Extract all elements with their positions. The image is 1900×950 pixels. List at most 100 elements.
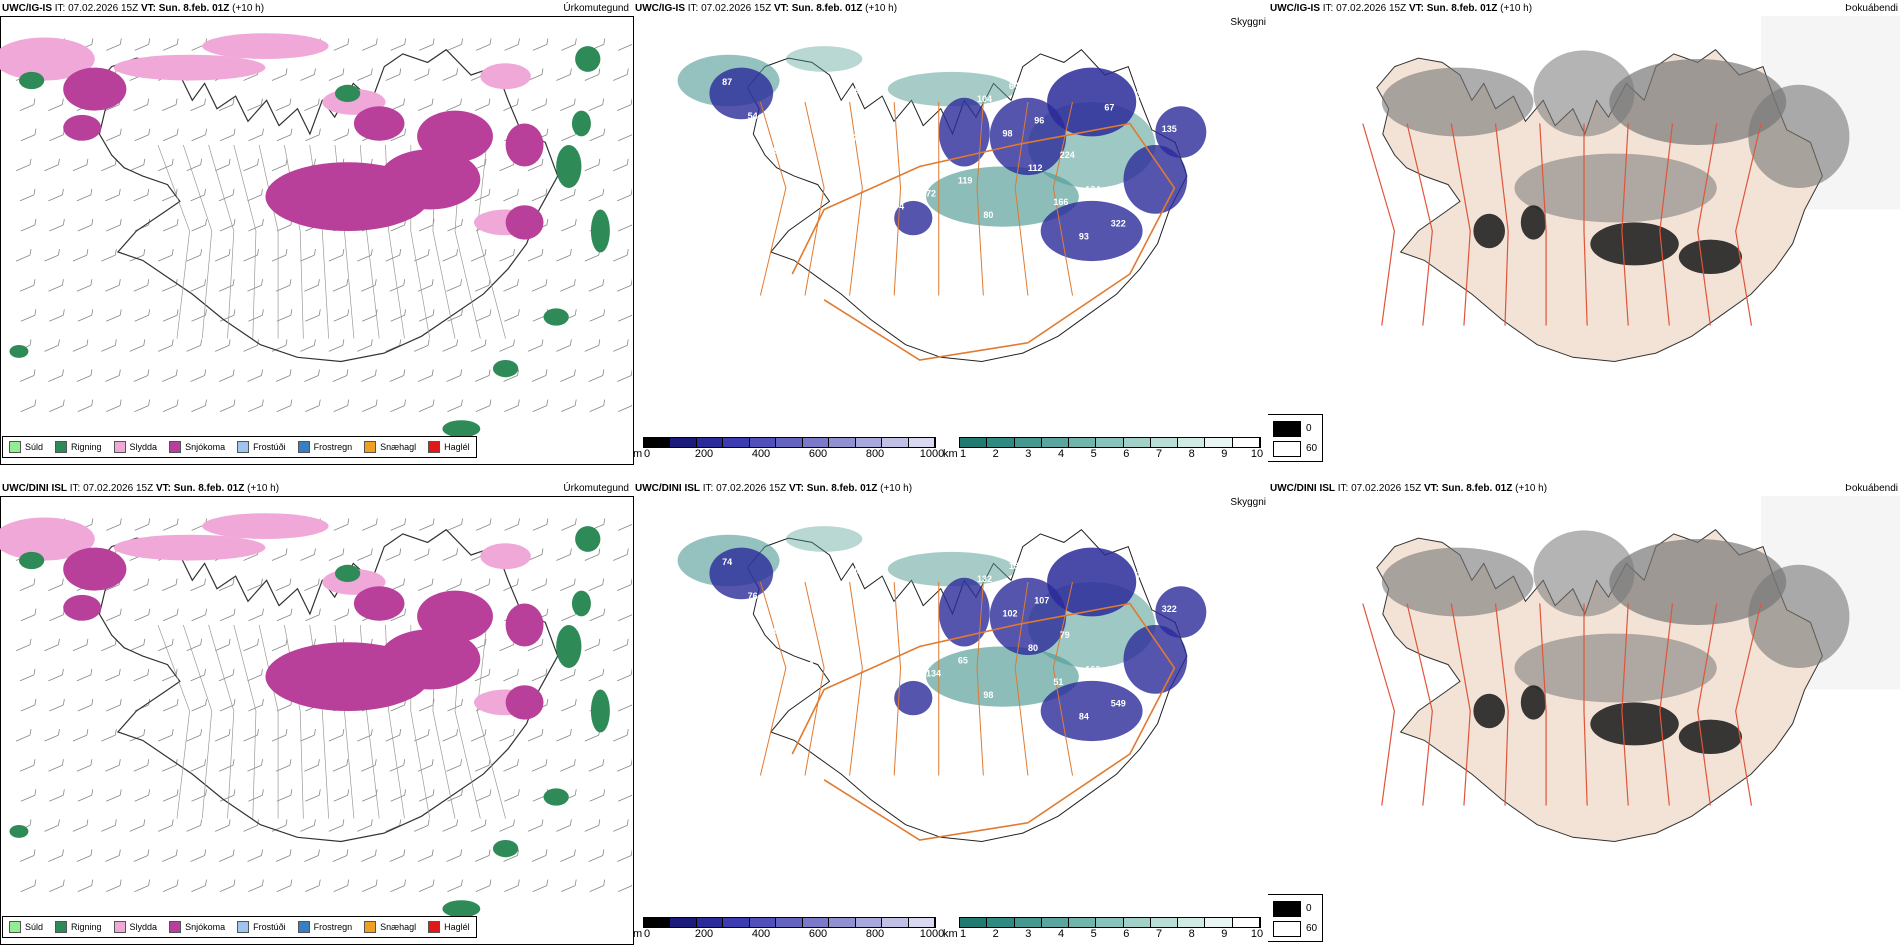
wind-barb-tick [375, 879, 378, 886]
wind-barb-tick [569, 819, 572, 826]
wind-barb-tick [91, 399, 94, 406]
rain-area [442, 420, 481, 438]
wind-barb-tick [432, 879, 435, 886]
panel-title: UWC/IG-IS IT: 07.02.2026 15Z VT: Sun. 8.… [635, 3, 898, 14]
wind-barb [276, 885, 291, 892]
wind-barb [361, 794, 377, 802]
wind-barb-tick [374, 279, 377, 286]
wind-barb-tick [489, 309, 492, 316]
wind-barb [503, 375, 518, 382]
wind-barb [48, 284, 63, 292]
wind-barb [361, 855, 376, 862]
wind-barb [305, 885, 320, 892]
colorbar-cell [749, 918, 777, 927]
visibility-value: 100 [741, 159, 756, 169]
wind-barb [503, 674, 518, 682]
precip-map [0, 513, 632, 918]
wind-barb-tick [175, 98, 178, 105]
wind-barb-tick [626, 729, 629, 736]
visibility-value: 65 [958, 656, 968, 666]
wind-barb-tick [148, 399, 150, 406]
wind-barb-tick [205, 399, 207, 406]
panel-title: UWC/IG-IS IT: 07.02.2026 15Z VT: Sun. 8.… [1270, 3, 1533, 14]
wind-barb [503, 194, 518, 202]
wind-barb-tick [427, 339, 430, 346]
wind-barb [442, 345, 457, 352]
wind-barb [105, 104, 120, 111]
wind-barb [300, 554, 315, 561]
wind-barb-tick [546, 698, 549, 706]
wind-barb-tick [541, 819, 544, 826]
wind-barb [186, 345, 201, 352]
fog-index-area [1514, 153, 1717, 223]
colorbar-tick: 0 [643, 448, 651, 460]
wind-barb-tick [573, 279, 576, 286]
wind-barb [105, 855, 120, 862]
wind-barb-tick [119, 128, 122, 135]
wind-barb-tick [228, 638, 231, 645]
wind-barb [333, 314, 348, 322]
wind-barb [106, 614, 121, 622]
wind-barb-tick [62, 849, 64, 856]
wind-barb [333, 885, 348, 892]
visibility-value: 72 [926, 189, 936, 199]
wind-barb-tick [314, 249, 316, 256]
wind-barb-tick [574, 399, 577, 406]
wind-barb-tick [318, 789, 321, 796]
wind-barb [390, 524, 405, 531]
colorbar-tick: 800 [865, 448, 885, 460]
colorbar-cell [1123, 438, 1151, 447]
wind-barb [76, 674, 91, 682]
ring-road [791, 122, 1176, 361]
wind-barb [499, 825, 514, 832]
wind-barb-tick [175, 578, 178, 585]
wind-barb [527, 734, 543, 742]
rain-area [9, 824, 29, 838]
wind-barb-tick [598, 548, 601, 555]
wind-barb [76, 284, 92, 292]
wind-barb-tick [456, 339, 458, 346]
wind-barb [304, 584, 319, 591]
legend-label: Haglél [444, 922, 470, 932]
visibility-value: 54 [748, 111, 758, 121]
wind-barb-tick [461, 309, 463, 316]
legend-swatch [169, 441, 182, 453]
road [1450, 123, 1471, 326]
rain-area [556, 145, 582, 188]
road [804, 581, 825, 776]
fog-index-area [1748, 564, 1850, 668]
road [1014, 101, 1029, 296]
wind-barb [19, 104, 35, 111]
wind-barb [390, 405, 405, 412]
legend-item: Frostregn [297, 921, 352, 933]
wind-barb-tick [90, 188, 93, 195]
road [849, 581, 863, 776]
visibility-value: 96 [1034, 116, 1044, 126]
wind-barb [134, 524, 149, 531]
wind-barb-tick [204, 668, 206, 675]
wind-barb [499, 345, 514, 352]
wind-barb-tick [431, 759, 434, 766]
legend-swatch [297, 441, 310, 453]
wind-barb-tick [399, 339, 402, 346]
wind-barb-tick [204, 369, 207, 376]
wind-barb [357, 345, 372, 352]
wind-barb-tick [86, 158, 89, 165]
wind-barb [133, 674, 148, 682]
colorbar-tick: 8 [1188, 928, 1195, 940]
wind-barb-tick [603, 309, 606, 316]
road [976, 101, 984, 296]
wind-barb-tick [33, 759, 36, 766]
wind-barb-tick [347, 128, 350, 135]
wind-barb-tick [205, 128, 207, 135]
panel-label: Úrkomutegund [563, 483, 629, 494]
wind-barb-tick [148, 608, 151, 615]
wind-barb [617, 405, 632, 412]
wind-barb-tick [233, 309, 236, 316]
wind-barb [584, 345, 599, 352]
wind-barb-tick [257, 638, 259, 645]
wind-barb-tick [232, 98, 235, 105]
wind-barb [561, 405, 576, 412]
wind-barb [44, 825, 59, 832]
wind-barb [332, 764, 347, 772]
